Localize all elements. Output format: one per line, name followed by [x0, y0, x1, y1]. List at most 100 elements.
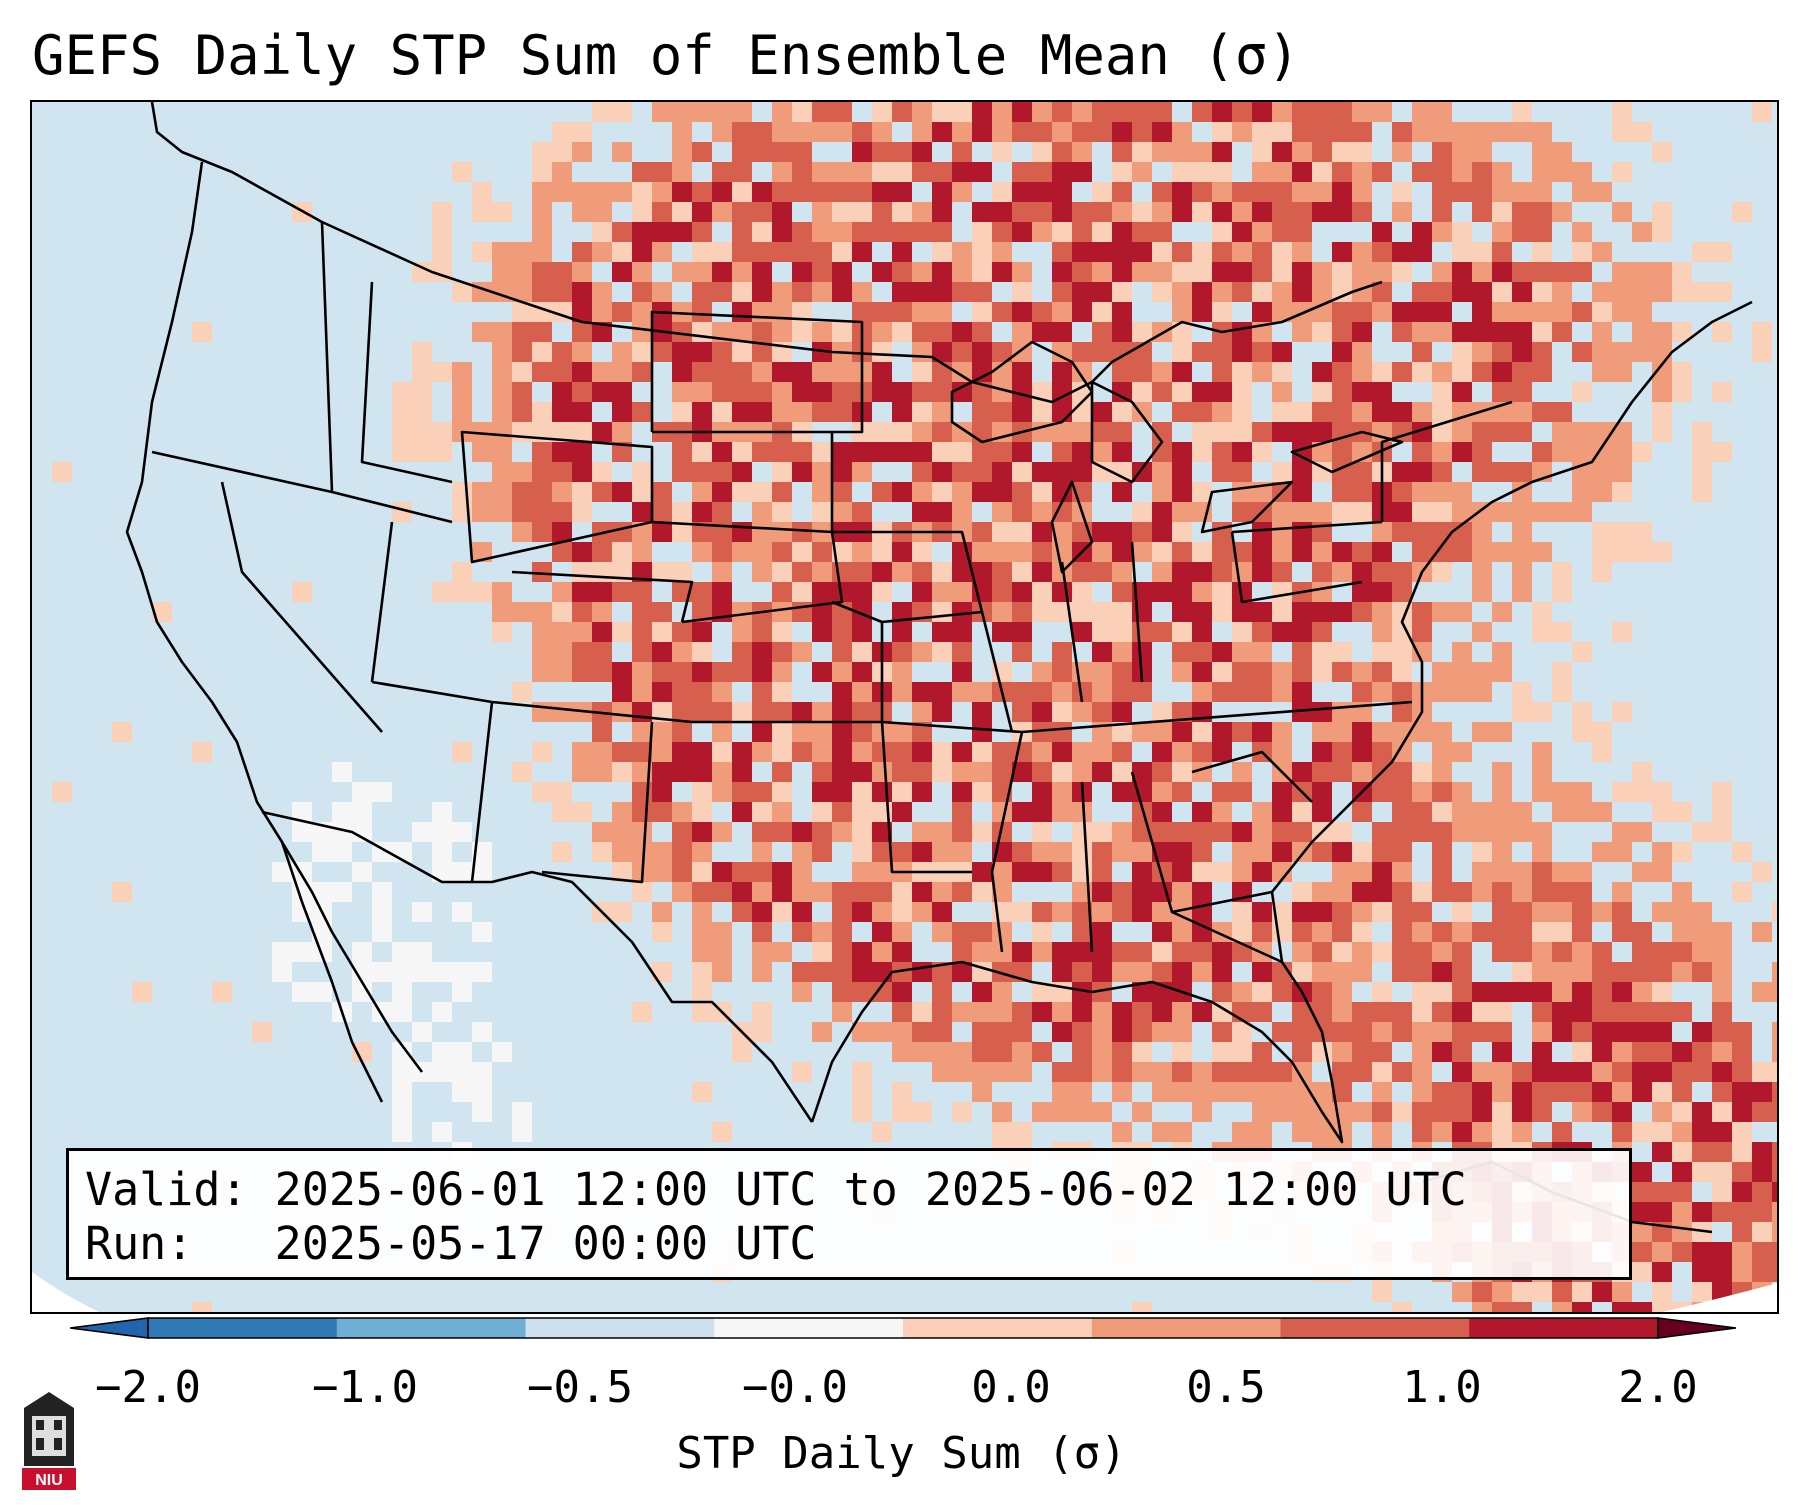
stp-cell [1752, 862, 1772, 882]
stp-cell [1652, 1202, 1672, 1222]
stp-cell [812, 662, 832, 682]
stp-cell [1192, 822, 1212, 842]
stp-cell [1752, 1262, 1772, 1282]
stp-cell [1592, 1082, 1612, 1102]
stp-cell [1352, 882, 1372, 902]
stp-cell [1292, 402, 1312, 422]
stp-cell [1132, 522, 1152, 542]
stp-cell [1052, 802, 1072, 822]
stp-cell [832, 742, 852, 762]
stp-cell [1452, 1102, 1472, 1122]
stp-cell [612, 102, 632, 122]
stp-cell [1152, 902, 1172, 922]
stp-cell [1752, 1222, 1772, 1242]
stp-cell [1632, 942, 1652, 962]
stp-cell [932, 402, 952, 422]
stp-cell [1032, 562, 1052, 582]
stp-cell [1272, 402, 1292, 422]
stp-cell [912, 162, 932, 182]
stp-cell [1252, 302, 1272, 322]
stp-cell [1712, 1062, 1732, 1082]
stp-cell [1232, 262, 1252, 282]
stp-cell [1492, 262, 1512, 282]
stp-cell [512, 382, 532, 402]
stp-cell [1252, 102, 1272, 122]
stp-cell [1672, 1242, 1692, 1262]
stp-cell [472, 442, 492, 462]
stp-cell [732, 382, 752, 402]
stp-cell [212, 982, 232, 1002]
stp-cell [872, 102, 892, 122]
stp-cell [912, 782, 932, 802]
stp-cell [432, 222, 452, 242]
stp-cell [832, 722, 852, 742]
stp-cell [432, 362, 452, 382]
stp-cell [692, 1082, 712, 1102]
stp-cell [552, 522, 572, 542]
stp-cell [932, 742, 952, 762]
stp-cell [512, 522, 532, 542]
stp-cell [772, 642, 792, 662]
colorbar-right-extend-arrow [1657, 1317, 1736, 1339]
stp-cell [732, 402, 752, 422]
stp-cell [1032, 122, 1052, 142]
stp-cell [632, 502, 652, 522]
stp-cell [1532, 402, 1552, 422]
stp-cell [1092, 342, 1112, 362]
stp-cell [1092, 862, 1112, 882]
stp-cell [1192, 202, 1212, 222]
stp-cell [992, 602, 1012, 622]
stp-cell [752, 342, 772, 362]
stp-cell [932, 1022, 952, 1042]
stp-cell [1772, 1022, 1777, 1042]
stp-cell [1452, 362, 1472, 382]
stp-cell [612, 842, 632, 862]
stp-cell [1232, 342, 1252, 362]
stp-cell [992, 1102, 1012, 1122]
stp-cell [752, 182, 772, 202]
stp-cell [492, 502, 512, 522]
stp-cell [1392, 122, 1412, 142]
stp-cell [1512, 302, 1532, 322]
stp-cell [1432, 682, 1452, 702]
stp-cell [612, 442, 632, 462]
stp-cell [912, 102, 932, 122]
stp-cell [1612, 162, 1632, 182]
stp-cell [1692, 1142, 1712, 1162]
stp-cell [852, 462, 872, 482]
stp-cell [1372, 222, 1392, 242]
stp-cell [732, 282, 752, 302]
stp-cell [732, 162, 752, 182]
stp-cell [1312, 542, 1332, 562]
stp-cell [1592, 1042, 1612, 1062]
stp-cell [572, 462, 592, 482]
stp-cell [992, 582, 1012, 602]
stp-cell [1112, 942, 1132, 962]
stp-cell [1192, 682, 1212, 702]
stp-cell [412, 402, 432, 422]
stp-cell [992, 242, 1012, 262]
stp-cell [1592, 242, 1612, 262]
stp-cell [752, 482, 772, 502]
stp-cell [852, 982, 872, 1002]
stp-cell [612, 362, 632, 382]
colorbar-segment [714, 1318, 904, 1338]
stp-cell [512, 602, 532, 622]
stp-cell [1412, 622, 1432, 642]
stp-cell [1232, 722, 1252, 742]
stp-cell [452, 582, 472, 602]
stp-cell [1392, 502, 1412, 522]
stp-cell [772, 902, 792, 922]
stp-cell [512, 362, 532, 382]
stp-cell [592, 582, 612, 602]
stp-cell [1632, 1022, 1652, 1042]
stp-cell [1732, 1082, 1752, 1102]
stp-cell [992, 122, 1012, 142]
stp-cell [1272, 162, 1292, 182]
stp-cell [1612, 462, 1632, 482]
stp-cell [1152, 1062, 1172, 1082]
stp-cell [1492, 862, 1512, 882]
stp-cell [1752, 1142, 1772, 1162]
stp-cell [972, 982, 992, 1002]
stp-cell [1152, 962, 1172, 982]
